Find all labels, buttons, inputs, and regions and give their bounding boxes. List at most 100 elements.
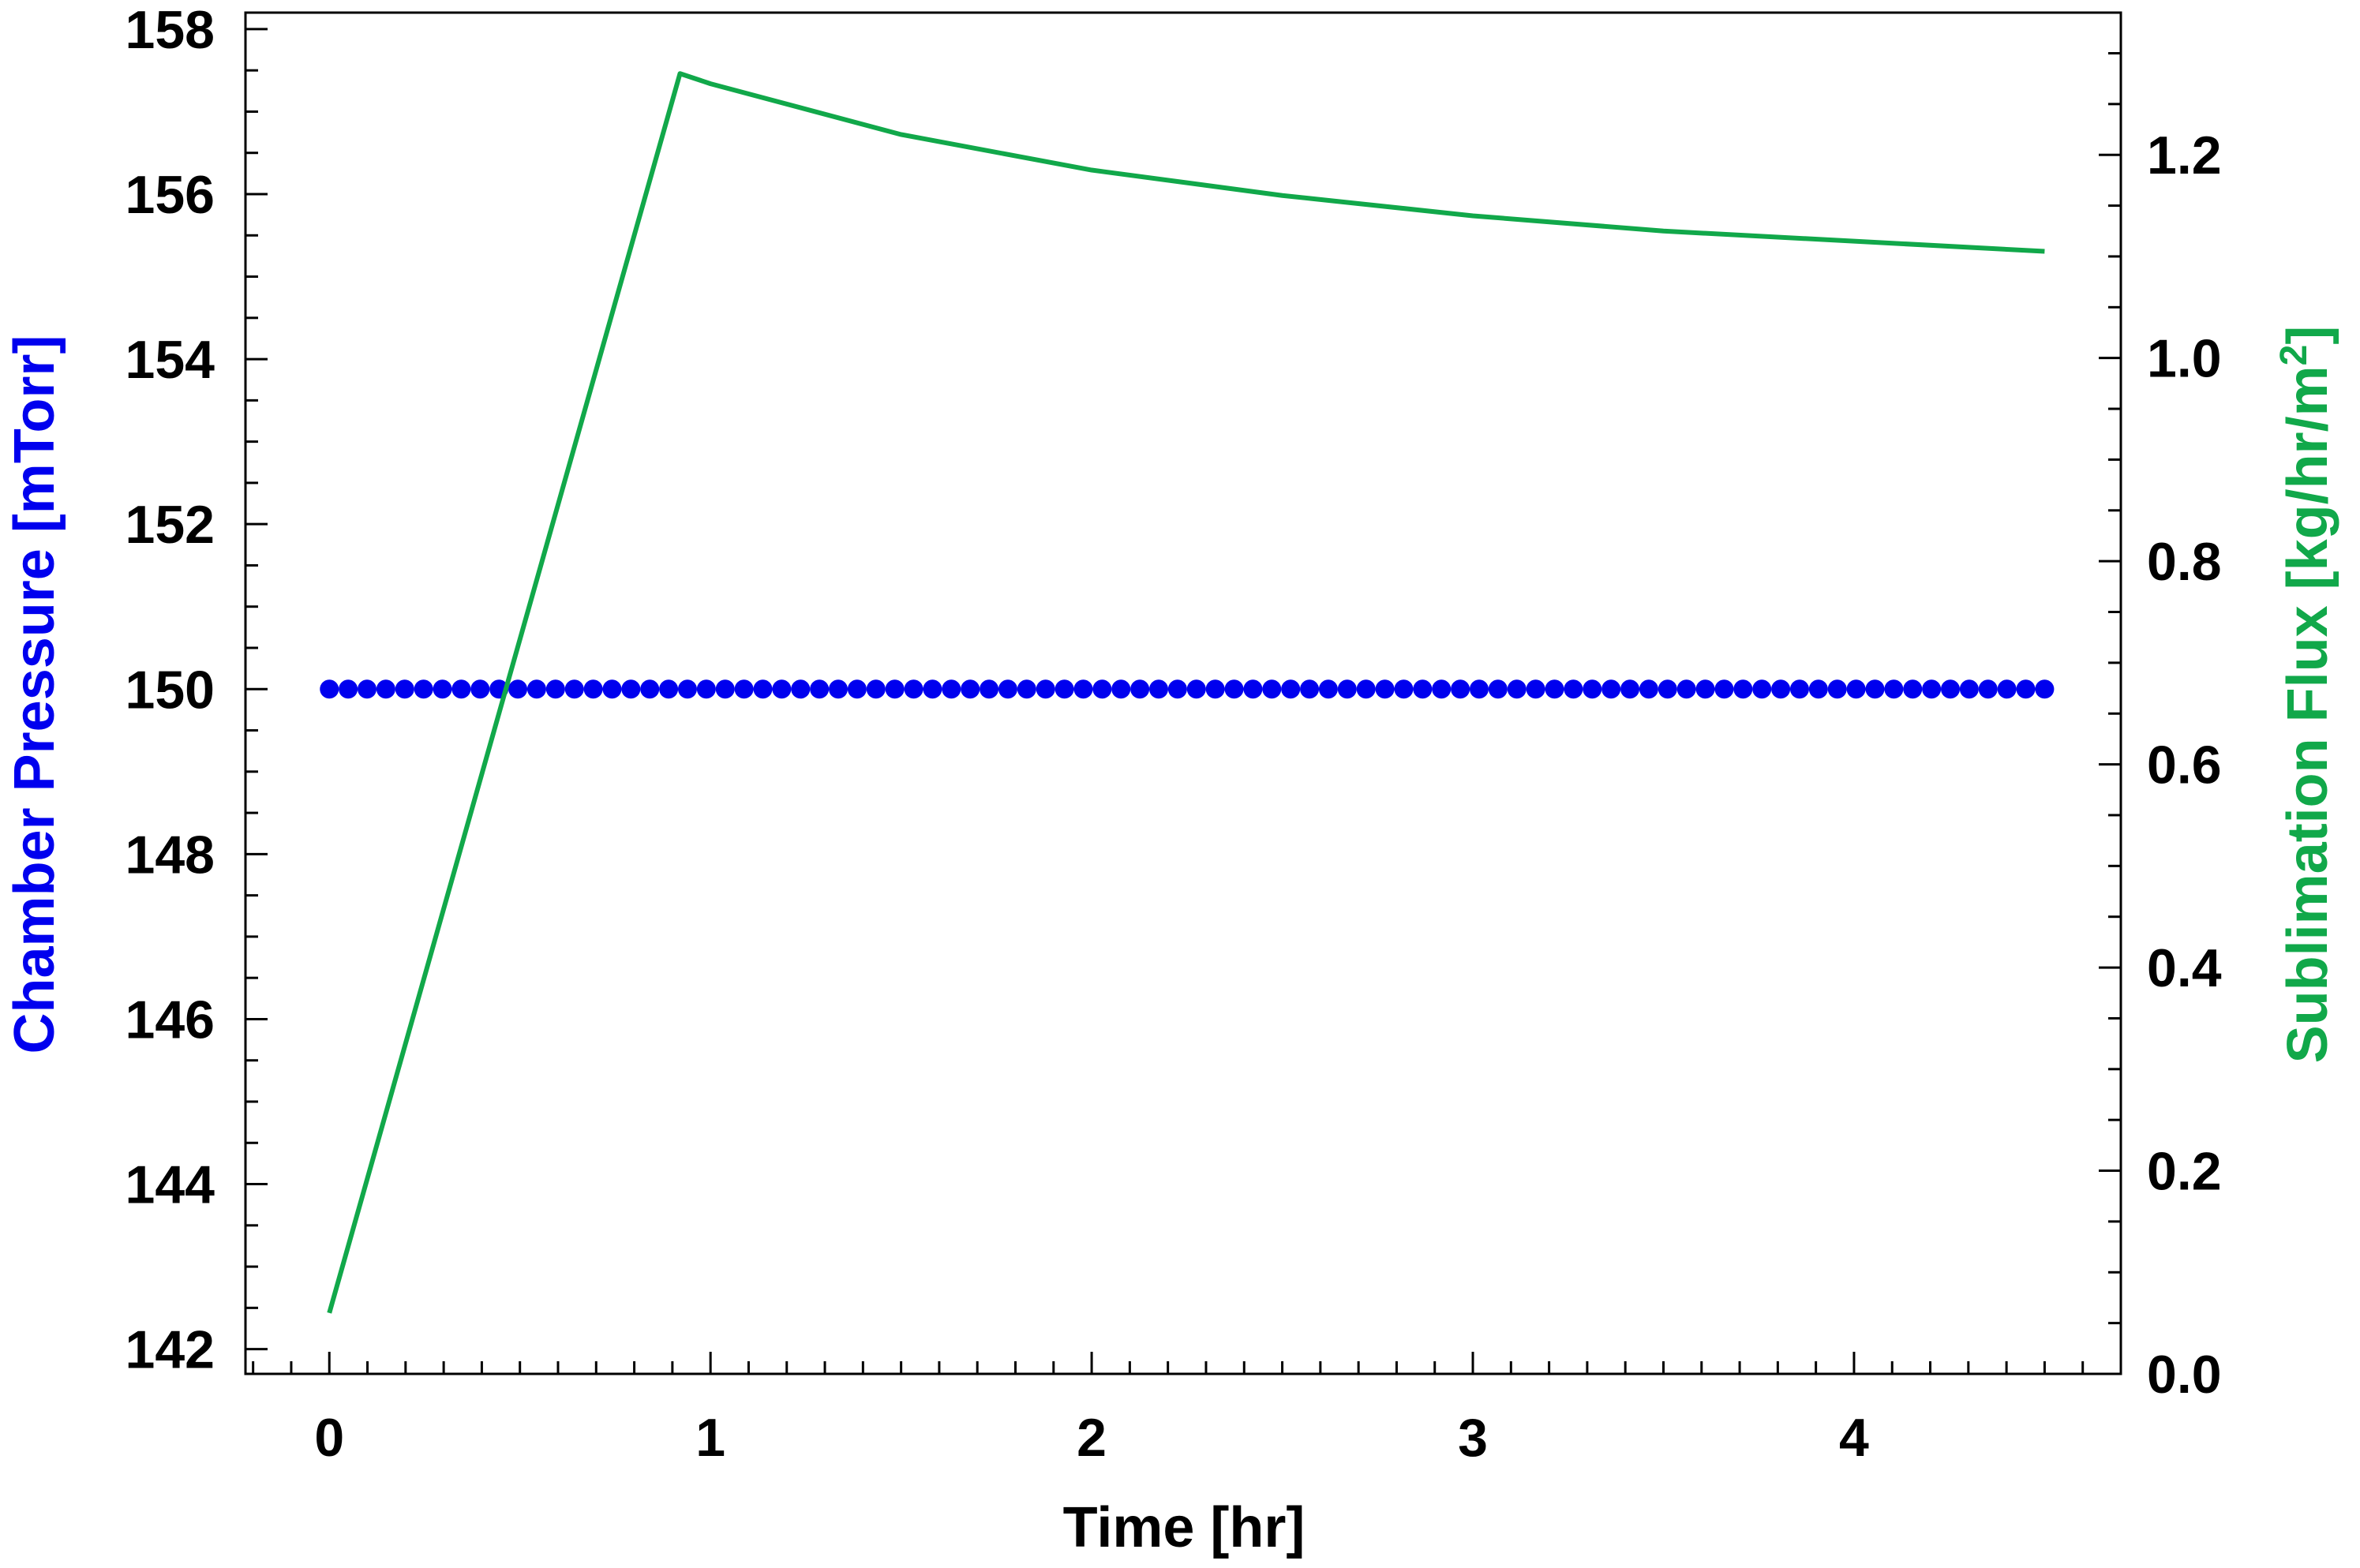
y-right-tick-label: 0.2	[2147, 1142, 2222, 1202]
pressure-marker	[810, 679, 830, 699]
pressure-marker	[1243, 679, 1263, 699]
pressure-marker	[677, 679, 697, 699]
pressure-marker	[961, 679, 980, 699]
pressure-marker	[753, 679, 773, 699]
y-right-tick-label: 1.2	[2147, 125, 2222, 185]
x-tick-label: 0	[314, 1408, 344, 1468]
pressure-marker	[885, 679, 905, 699]
pressure-marker	[564, 679, 584, 699]
y-left-tick-label: 142	[125, 1320, 215, 1380]
pressure-marker	[1564, 679, 1583, 699]
pressure-marker	[1149, 679, 1169, 699]
y-right-axis-title-sup: 2	[2273, 345, 2315, 366]
pressure-marker	[583, 679, 603, 699]
pressure-marker	[526, 679, 546, 699]
pressure-marker	[1318, 679, 1338, 699]
x-tick-label: 1	[695, 1408, 725, 1468]
pressure-marker	[1394, 679, 1414, 699]
pressure-marker	[1714, 679, 1734, 699]
pressure-marker	[1526, 679, 1545, 699]
pressure-marker	[791, 679, 811, 699]
x-axis-title: Time [hr]	[1063, 1496, 1305, 1559]
pressure-marker	[1224, 679, 1244, 699]
pressure-marker	[1337, 679, 1357, 699]
pressure-marker	[734, 679, 754, 699]
pressure-marker	[998, 679, 1017, 699]
pressure-marker	[1941, 679, 1961, 699]
y-right-axis-title-text: Sublimation Flux [kg/hr/m	[2276, 365, 2339, 1063]
pressure-marker	[1959, 679, 1979, 699]
pressure-marker	[1432, 679, 1452, 699]
pressure-marker	[2016, 679, 2036, 699]
x-tick-label: 3	[1458, 1408, 1488, 1468]
pressure-marker	[1469, 679, 1489, 699]
y-right-axis-title-close: ]	[2276, 326, 2339, 345]
pressure-marker	[866, 679, 886, 699]
pressure-marker	[358, 679, 377, 699]
pressure-marker	[829, 679, 848, 699]
tick-labels: 0 1 2 3 4 142 144 146 148 150 152 154 156 158 0.0 0.2 0.…	[125, 0, 2222, 1468]
pressure-marker	[1451, 679, 1470, 699]
pressure-marker	[1695, 679, 1715, 699]
pressure-marker	[376, 679, 395, 699]
pressure-marker	[414, 679, 433, 699]
y-left-tick-label: 146	[125, 990, 215, 1050]
pressure-marker	[1752, 679, 1772, 699]
pressure-marker	[1676, 679, 1696, 699]
pressure-marker	[1639, 679, 1658, 699]
y-left-tick-label: 144	[125, 1155, 215, 1215]
x-tick-label: 2	[1077, 1408, 1107, 1468]
pressure-marker	[395, 679, 414, 699]
pressure-marker	[1583, 679, 1602, 699]
pressure-marker	[1884, 679, 1904, 699]
pressure-marker	[659, 679, 679, 699]
pressure-marker	[923, 679, 942, 699]
plot-frame	[244, 11, 2122, 1375]
y-right-tick-label: 0.6	[2147, 735, 2222, 795]
pressure-marker	[715, 679, 735, 699]
y-left-tick-label: 158	[125, 0, 215, 60]
x-tick-label: 4	[1839, 1408, 1869, 1468]
axis-ticks	[245, 28, 2122, 1375]
pressure-marker	[1281, 679, 1301, 699]
pressure-marker	[1205, 679, 1225, 699]
pressure-marker	[602, 679, 622, 699]
pressure-marker	[1130, 679, 1150, 699]
pressure-marker	[320, 679, 339, 699]
pressure-marker	[1092, 679, 1112, 699]
pressure-marker	[1789, 679, 1809, 699]
pressure-marker	[1601, 679, 1621, 699]
pressure-marker	[508, 679, 528, 699]
pressure-marker	[1413, 679, 1433, 699]
pressure-marker	[1808, 679, 1828, 699]
pressure-marker	[1507, 679, 1527, 699]
pressure-marker	[1262, 679, 1282, 699]
y-left-tick-label: 156	[125, 165, 215, 225]
pressure-marker	[696, 679, 716, 699]
y-left-tick-label: 148	[125, 825, 215, 885]
pressure-marker	[339, 679, 358, 699]
pressure-marker	[1997, 679, 2017, 699]
series-group	[320, 71, 2055, 1314]
sublimation-flux-line	[327, 71, 2045, 1314]
y-left-tick-label: 150	[125, 660, 215, 720]
pressure-marker	[1167, 679, 1187, 699]
y-right-tick-label: 0.0	[2147, 1345, 2222, 1405]
y-left-tick-label: 152	[125, 495, 215, 555]
pressure-marker	[1771, 679, 1791, 699]
pressure-marker	[1300, 679, 1320, 699]
y-right-axis-title: Sublimation Flux [kg/hr/m2]	[2273, 326, 2339, 1064]
pressure-marker	[1865, 679, 1885, 699]
pressure-marker	[1356, 679, 1376, 699]
pressure-marker	[545, 679, 565, 699]
pressure-marker	[621, 679, 641, 699]
pressure-marker	[1186, 679, 1206, 699]
pressure-marker	[1545, 679, 1564, 699]
pressure-marker	[2035, 679, 2055, 699]
pressure-marker	[433, 679, 452, 699]
pressure-marker	[1978, 679, 1998, 699]
pressure-marker	[1375, 679, 1395, 699]
pressure-marker	[1620, 679, 1640, 699]
pressure-marker	[640, 679, 660, 699]
pressure-marker	[904, 679, 923, 699]
